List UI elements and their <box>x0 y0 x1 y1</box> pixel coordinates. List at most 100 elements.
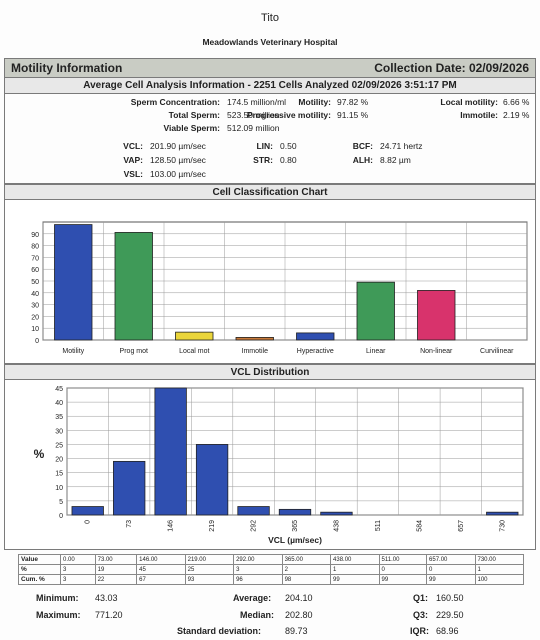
vcl-value-table: Value 0.00 73.00 146.00 219.00 292.00 365.00 43… <box>18 554 524 585</box>
table-cell: 0.00 <box>60 554 96 565</box>
y-tick-label: 10 <box>55 485 63 492</box>
histogram-bar <box>113 460 146 516</box>
table-cell: 438.00 <box>330 554 380 565</box>
table-cell: 0 <box>378 564 428 575</box>
bar-immotile <box>235 337 274 341</box>
table-cell: 146.00 <box>136 554 186 565</box>
cell-classification-chart: 0 10 20 30 40 50 60 70 80 90 Motility Prog mot Local… <box>31 221 528 355</box>
max-label: Maximum: <box>36 610 81 620</box>
bar-linear <box>356 281 395 341</box>
hospital-name: Meadowlands Veterinary Hospital <box>202 37 338 47</box>
table-cell: 100 <box>474 574 524 585</box>
table-cell: 96 <box>233 574 283 585</box>
x-tick-label: 657 <box>458 520 465 532</box>
bar-non-linear <box>417 290 456 341</box>
table-cell: 73.00 <box>94 554 138 565</box>
x-tick-label: 584 <box>416 520 423 532</box>
y-tick-label: 0 <box>35 338 39 345</box>
iqr-value: 68.96 <box>436 626 459 636</box>
table-cell: 511.00 <box>378 554 428 565</box>
cell-classification-chart-box: 0 10 20 30 40 50 60 70 80 90 Motility Prog mot Local… <box>4 200 536 364</box>
x-tick-label: 365 <box>292 520 299 532</box>
motility-info-title: Motility Information <box>11 61 123 75</box>
table-cell: 22 <box>94 574 138 585</box>
x-tick-label: 219 <box>209 520 216 532</box>
table-cell: 45 <box>136 564 186 575</box>
y-tick-label: 15 <box>55 471 63 478</box>
y-tick-label: 35 <box>55 414 63 421</box>
vcl-distribution-title: VCL Distribution <box>4 364 536 380</box>
y-tick-label: 20 <box>55 457 63 464</box>
alh-value: 8.82 µm <box>380 155 411 165</box>
table-cell: 93 <box>184 574 235 585</box>
y-tick-label: 60 <box>31 267 39 274</box>
vcl-label: VCL: <box>123 141 143 151</box>
table-cell: 292.00 <box>233 554 283 565</box>
immotile-value: 2.19 % <box>503 110 530 120</box>
table-cell: 0 <box>426 564 476 575</box>
bar-prog-mot <box>114 232 153 341</box>
table-cell: 2 <box>281 564 332 575</box>
table-cell: 219.00 <box>184 554 235 565</box>
table-cell: 25 <box>184 564 235 575</box>
total-sperm-value: 523.50 million <box>227 110 280 120</box>
y-tick-label: 50 <box>31 279 39 286</box>
x-tick-label: 511 <box>375 520 382 531</box>
max-value: 771.20 <box>95 610 123 620</box>
bcf-value: 24.71 hertz <box>380 141 423 151</box>
bcf-label: BCF: <box>352 141 373 151</box>
vcl-distribution-chart-box: 0 5 10 15 20 25 30 35 40 45% 0 73 146 219 292 365 438 511… <box>4 380 536 550</box>
q3-value: 229.50 <box>436 610 464 620</box>
x-tick-label: 146 <box>168 520 175 532</box>
sperm-conc-value: 174.5 million/ml <box>227 97 287 107</box>
iqr-label: IQR: <box>410 626 429 636</box>
bar-hyperactive <box>296 332 335 341</box>
std-dev-label: Standard deviation: <box>177 626 262 636</box>
motility-info-bar: Motility Information Collection Date: 02… <box>4 58 536 78</box>
vap-value: 128.50 µm/sec <box>150 155 206 165</box>
vcl-value: 201.90 µm/sec <box>150 141 206 151</box>
histogram-bar <box>486 511 519 516</box>
y-tick-label: 0 <box>59 513 63 520</box>
y-tick-label: 30 <box>31 303 39 310</box>
histogram-bar <box>237 506 270 516</box>
viable-sperm-label: Viable Sperm: <box>163 123 220 133</box>
y-tick-label: 40 <box>55 400 63 407</box>
cell-classification-title: Cell Classification Chart <box>4 184 536 200</box>
x-tick-label: Motility <box>62 348 84 355</box>
bar-local-mot <box>175 331 214 341</box>
table-cell: 99 <box>330 574 380 585</box>
table-cell: 99 <box>378 574 428 585</box>
x-tick-label: Local mot <box>179 348 209 355</box>
local-motility-label: Local motility: <box>440 97 498 107</box>
x-tick-label: 292 <box>251 520 258 532</box>
y-tick-label: 5 <box>59 499 63 506</box>
motility-value: 97.82 % <box>337 97 369 107</box>
table-row-header: Value <box>18 554 61 565</box>
local-motility-value: 6.66 % <box>503 97 530 107</box>
histogram-bar <box>71 506 104 516</box>
histogram-bar <box>320 511 353 516</box>
patient-name: Tito <box>261 12 279 24</box>
table-row: Value 0.00 73.00 146.00 219.00 292.00 365.00 43… <box>18 554 524 565</box>
vsl-value: 103.00 µm/sec <box>150 169 206 179</box>
average-analysis-title: Average Cell Analysis Information - 2251… <box>4 78 536 94</box>
total-sperm-label: Total Sperm: <box>168 110 220 120</box>
histogram-bar <box>278 508 312 516</box>
table-row: % 3 19 45 25 3 2 1 0 0 1 <box>18 564 524 575</box>
str-label: STR: <box>253 155 273 165</box>
x-tick-label: Immotile <box>242 348 269 355</box>
alh-label: ALH: <box>352 155 373 165</box>
x-tick-label: Prog mot <box>120 348 148 355</box>
prog-motility-value: 91.15 % <box>337 110 369 120</box>
viable-sperm-value: 512.09 million <box>227 123 280 133</box>
y-tick-label: 80 <box>31 244 39 251</box>
y-tick-label: 40 <box>31 291 39 298</box>
x-tick-label: Linear <box>366 348 386 355</box>
table-cell: 67 <box>136 574 186 585</box>
sperm-conc-label: Sperm Concentration: <box>130 97 220 107</box>
x-tick-label: 730 <box>499 520 506 532</box>
q3-label: Q3: <box>413 610 429 620</box>
histogram-bar <box>195 444 229 516</box>
y-tick-label: 20 <box>31 314 39 321</box>
